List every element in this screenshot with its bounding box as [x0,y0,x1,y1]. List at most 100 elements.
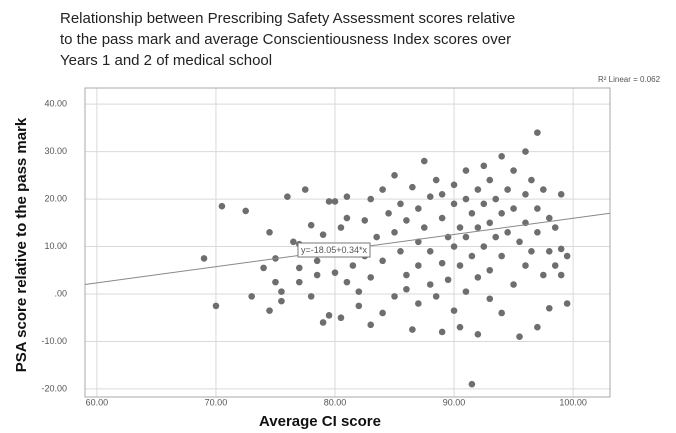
point [242,207,250,215]
point [462,195,470,203]
point [480,200,488,208]
point [462,233,470,241]
point [379,257,386,265]
point [260,264,267,272]
point [498,153,505,160]
point [415,262,422,269]
point [545,247,553,255]
point [295,278,303,286]
point [432,176,440,184]
point [498,309,505,317]
point [343,214,351,222]
point [355,288,363,295]
point [486,219,494,227]
point [391,172,398,179]
point [456,262,464,269]
point [361,217,369,224]
point [545,214,553,222]
point [415,238,422,246]
point [522,148,529,155]
point [301,186,309,193]
point [385,210,392,217]
x-tick-label: 100.00 [559,397,587,407]
x-tick-label: 70.00 [205,397,228,407]
point [391,228,398,236]
point [218,202,226,210]
point [474,186,482,193]
chart-title: Years 1 and 2 of medical school [60,52,272,69]
point [313,257,321,265]
point [379,186,386,193]
point [540,186,547,193]
y-axis-title: PSA score relative to the pass mark [13,117,30,372]
point [403,285,410,293]
point [426,247,434,255]
point [480,162,488,170]
point [551,224,559,231]
point [492,195,500,203]
point [403,217,410,224]
y-tick-label: -10.00 [41,336,67,346]
point [337,314,345,322]
point [212,302,220,310]
point [456,323,464,331]
point [432,293,440,300]
point [522,262,529,269]
point [474,331,482,338]
point [545,304,553,312]
point [355,302,363,310]
point [534,205,541,212]
point [444,276,452,284]
point [409,326,416,333]
point [474,274,482,281]
point [510,205,517,212]
x-axis-title: Average CI score [259,413,381,430]
point [438,328,446,336]
y-tick-label: .00 [54,288,67,298]
point [426,193,434,200]
x-tick-label: 60.00 [86,397,109,407]
point [272,278,279,286]
point [426,281,434,288]
point [367,321,375,329]
point [504,186,511,193]
point [498,252,505,260]
point [557,191,565,198]
point [486,266,494,274]
point [534,129,541,136]
chart-title: Relationship between Prescribing Safety … [60,10,515,27]
point [480,243,488,250]
point [290,238,297,246]
point [319,231,327,238]
point [468,210,476,217]
point [403,271,410,279]
fit-label-box [297,242,371,258]
point [557,245,565,253]
point [486,295,494,303]
point [409,183,416,191]
r2-label: R² Linear = 0.062 [598,75,661,84]
point [325,198,333,205]
point [450,200,458,208]
point [331,198,339,205]
point [528,176,535,184]
point [415,205,422,212]
point [474,224,482,231]
point [397,200,404,208]
point [528,247,535,255]
point [450,181,458,189]
point [295,264,303,272]
point [551,262,559,269]
point [397,247,404,255]
point [367,195,375,203]
point [266,228,273,236]
point [248,293,255,300]
point [438,259,446,267]
point [200,255,208,262]
point [492,233,500,241]
point [266,307,273,314]
point [278,297,285,305]
point [373,233,380,241]
point [337,224,345,231]
